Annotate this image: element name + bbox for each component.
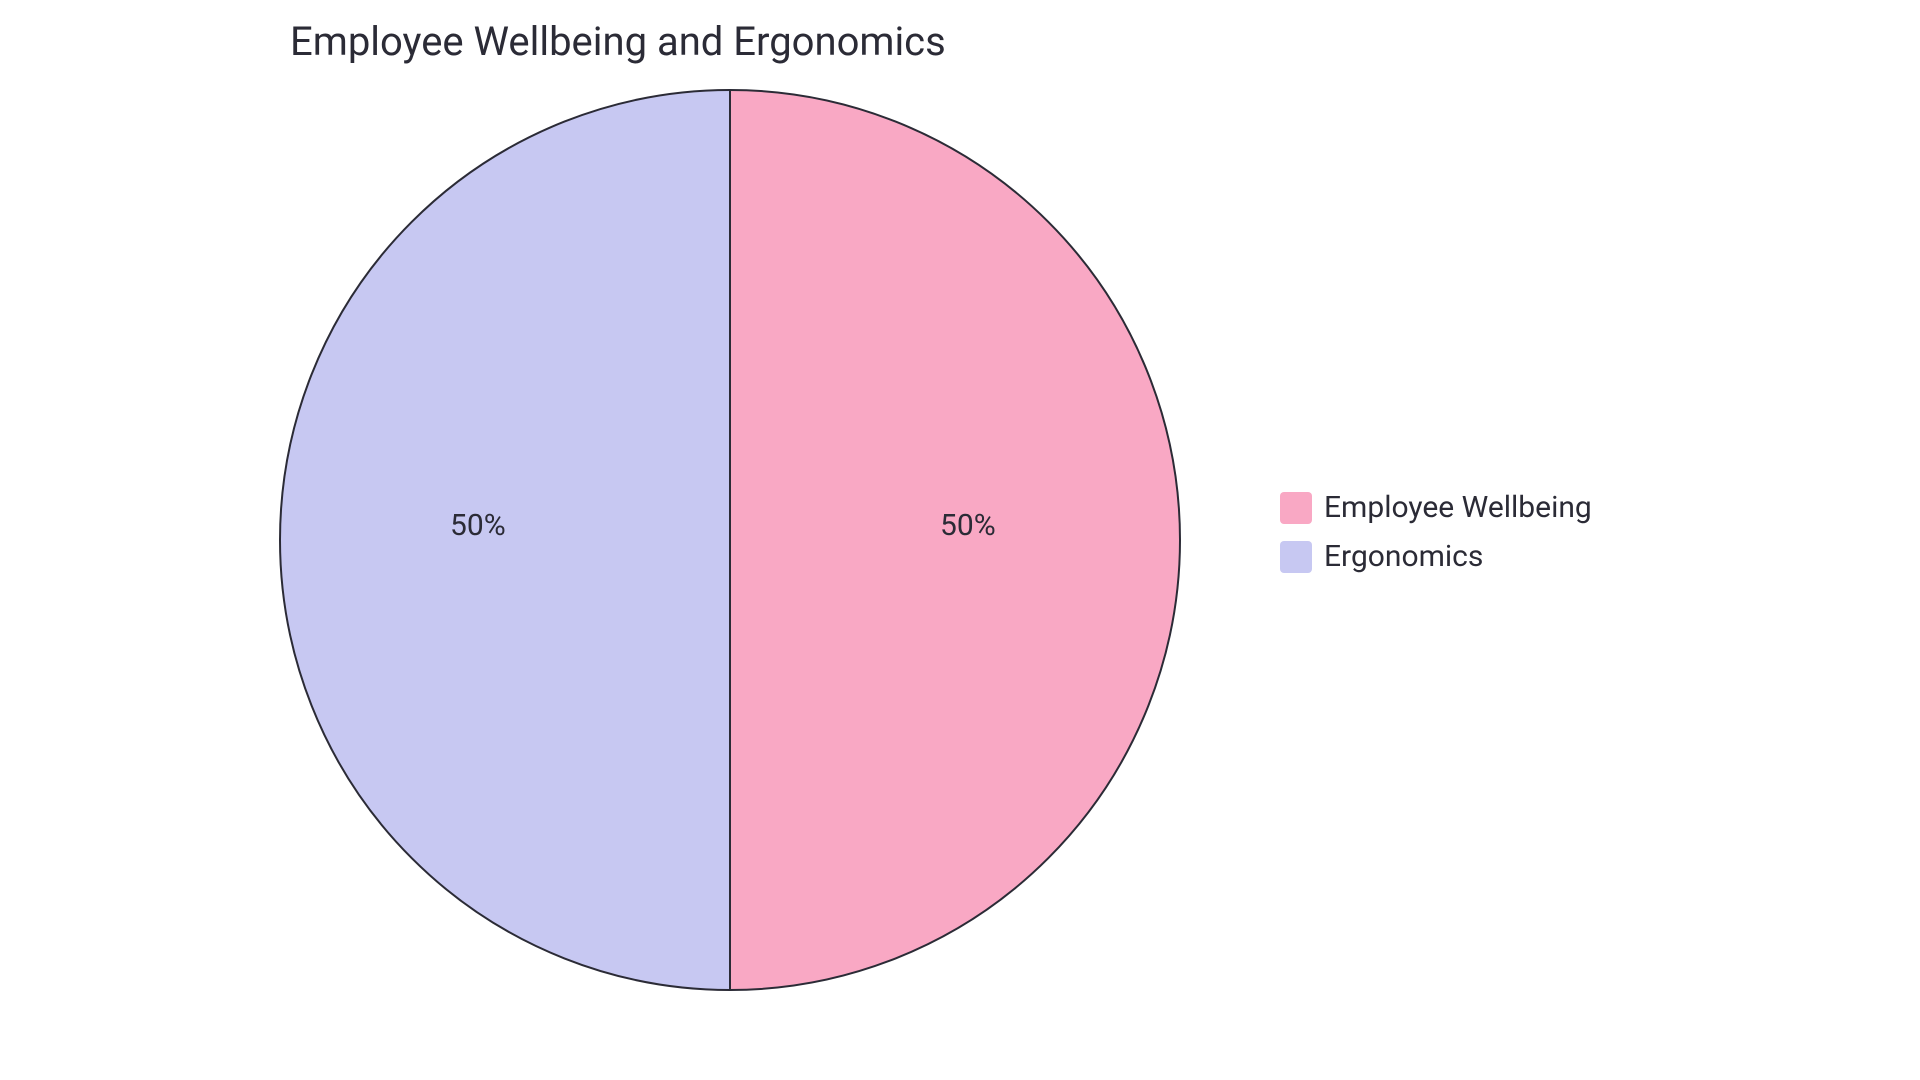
legend-item-employee-wellbeing: Employee Wellbeing <box>1280 490 1592 525</box>
legend-swatch-ergonomics <box>1280 541 1312 573</box>
legend-label-employee-wellbeing: Employee Wellbeing <box>1324 490 1592 525</box>
pie-chart-container: Employee Wellbeing and Ergonomics 50% 50… <box>0 0 1920 1080</box>
chart-title: Employee Wellbeing and Ergonomics <box>290 18 946 65</box>
legend-item-ergonomics: Ergonomics <box>1280 539 1592 574</box>
legend-label-ergonomics: Ergonomics <box>1324 539 1483 574</box>
legend: Employee Wellbeing Ergonomics <box>1280 490 1592 580</box>
pie-chart <box>278 88 1182 996</box>
slice-label-ergonomics: 50% <box>450 508 506 543</box>
legend-swatch-employee-wellbeing <box>1280 492 1312 524</box>
pie-svg <box>278 88 1182 992</box>
slice-label-employee-wellbeing: 50% <box>940 508 996 543</box>
